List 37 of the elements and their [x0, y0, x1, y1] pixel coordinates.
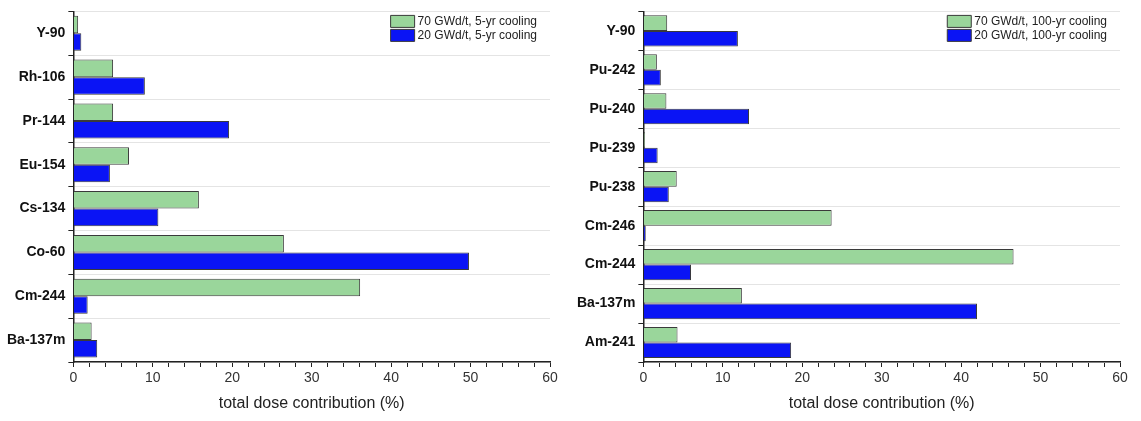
- x-tick-label: 30: [873, 369, 890, 386]
- legend-label: 70 GWd/t, 5-yr cooling: [417, 14, 538, 29]
- x-tick-label: 40: [953, 369, 970, 386]
- x-axis-title: total dose contribution (%): [788, 393, 975, 411]
- y-tick-label: Eu-154: [19, 155, 66, 172]
- y-tick-label: Ba-137m: [576, 294, 636, 311]
- x-tick-label: 0: [639, 369, 648, 386]
- x-tick-label: 60: [1112, 369, 1128, 386]
- legend-label: 70 GWd/t, 100-yr cooling: [974, 14, 1108, 29]
- y-tick-label: Cm-244: [584, 255, 636, 272]
- x-tick-label: 0: [69, 369, 78, 386]
- y-tick-label: Rh-106: [18, 68, 66, 84]
- y-tick-label: Am-241: [584, 333, 636, 350]
- y-tick-label: Y-90: [606, 21, 636, 38]
- x-tick-label: 20: [794, 369, 811, 386]
- x-tick-label: 30: [303, 369, 320, 386]
- x-tick-label: 10: [145, 369, 161, 386]
- x-tick-label: 40: [383, 369, 400, 386]
- y-tick-label: Pu-238: [589, 177, 636, 194]
- legend-label: 20 GWd/t, 5-yr cooling: [417, 28, 538, 43]
- y-tick-label: Cs-134: [19, 199, 66, 216]
- x-tick-label: 60: [542, 369, 558, 386]
- y-tick-label: Y-90: [36, 24, 66, 41]
- x-tick-label: 50: [462, 369, 479, 386]
- y-tick-label: Cm-244: [14, 287, 66, 304]
- x-tick-label: 10: [715, 369, 731, 386]
- x-tick-label: 20: [224, 369, 241, 386]
- x-tick-label: 50: [1032, 369, 1049, 386]
- legend-label: 20 GWd/t, 100-yr cooling: [974, 28, 1108, 43]
- y-tick-label: Pu-240: [589, 99, 636, 116]
- y-tick-label: Pu-239: [589, 138, 636, 155]
- y-tick-label: Ba-137m: [6, 330, 66, 347]
- y-tick-label: Pu-242: [589, 60, 636, 77]
- y-tick-label: Co-60: [26, 243, 66, 260]
- y-tick-label: Pr-144: [22, 111, 66, 128]
- y-tick-label: Cm-246: [584, 216, 636, 233]
- x-axis-title: total dose contribution (%): [218, 393, 405, 411]
